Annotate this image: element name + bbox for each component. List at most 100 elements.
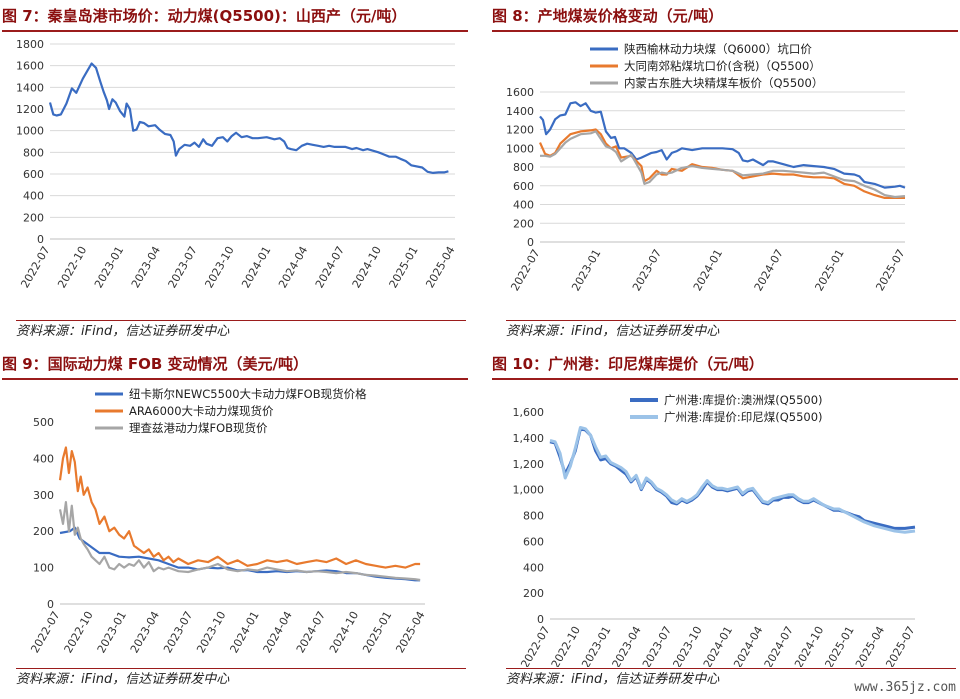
legend-label: 纽卡斯尔NEWC5500大卡动力煤FOB现货价格 [129, 387, 367, 401]
y-tick-label: 600 [513, 180, 534, 193]
y-tick-label: 100 [33, 562, 54, 575]
legend-label: 陕西榆林动力块煤（Q6000）坑口价 [624, 42, 812, 56]
y-tick-label: 0 [537, 613, 544, 626]
x-tick-label: 2025-04 [423, 244, 457, 290]
chart-source: 资料来源：iFind，信达证券研发中心 [16, 320, 466, 343]
x-tick-label: 2024-04 [261, 609, 295, 655]
y-tick-label: 1400 [16, 81, 44, 94]
y-tick-label: 400 [513, 199, 534, 212]
x-tick-label: 2025-01 [387, 244, 421, 290]
y-tick-label: 300 [33, 489, 54, 502]
y-tick-label: 200 [23, 211, 44, 224]
x-tick-label: 2022-07 [28, 609, 62, 655]
x-tick-label: 2024-04 [276, 244, 310, 290]
y-tick-label: 200 [513, 217, 534, 230]
x-tick-label: 2024-01 [701, 624, 735, 667]
x-tick-label: 2023-04 [128, 609, 162, 655]
x-tick-label: 2025-01 [360, 609, 394, 655]
chart-title: 图 7：秦皇岛港市场价：动力煤(Q5500)：山西产（元/吨） [2, 0, 468, 32]
chart-panel-3: 图 9：国际动力煤 FOB 变动情况（美元/吨） 0 100 200 300 400 50… [0, 348, 470, 693]
x-tick-label: 2023-04 [610, 624, 644, 667]
x-tick-label: 2024-10 [327, 609, 361, 655]
y-tick-label: 1200 [506, 124, 534, 137]
y-tick-label: 800 [513, 161, 534, 174]
series-line [540, 130, 906, 199]
y-tick-label: 1,200 [513, 458, 545, 471]
x-tick-label: 2025-01 [823, 624, 857, 667]
y-tick-label: 1400 [506, 105, 534, 118]
line-chart-2: 0 200 400 600 800 1000 1200 1400 1600 2022-07 2023… [506, 42, 908, 293]
x-tick-label: 2024-01 [691, 247, 725, 293]
series-line [549, 426, 916, 534]
x-tick-label: 2025-04 [393, 609, 427, 655]
y-tick-label: 0 [527, 236, 534, 249]
legend-label: 广州港:库提价:印尼煤(Q5500) [664, 410, 823, 424]
x-tick-label: 2024-04 [731, 624, 765, 667]
chart-source: 资料来源：iFind，信达证券研发中心 [506, 668, 956, 691]
x-tick-label: 2023-01 [569, 247, 603, 293]
line-chart-1: 0 200 400 600 800 1000 1200 1400 1600 1800 2022-07… [16, 38, 458, 290]
y-tick-label: 400 [33, 452, 54, 465]
chart-panel-1: 图 7：秦皇岛港市场价：动力煤(Q5500)：山西产（元/吨） 0 200 400 6… [0, 0, 470, 345]
chart-title: 图 8：产地煤炭价格变动（元/吨） [492, 0, 958, 32]
x-tick-label: 2024-07 [313, 244, 347, 290]
x-tick-label: 2024-07 [752, 247, 786, 293]
x-tick-label: 2024-01 [227, 609, 261, 655]
x-tick-label: 2022-10 [62, 609, 96, 655]
series-line [48, 62, 449, 174]
x-tick-label: 2023-07 [630, 247, 664, 293]
chart-source: 资料来源：iFind，信达证券研发中心 [506, 320, 956, 343]
x-tick-label: 2025-01 [813, 247, 847, 293]
x-tick-label: 2023-07 [640, 624, 674, 667]
x-tick-label: 2023-01 [92, 244, 126, 290]
y-tick-label: 200 [33, 525, 54, 538]
series-line [539, 101, 906, 189]
x-tick-label: 2023-10 [194, 609, 228, 655]
y-tick-label: 1200 [16, 103, 44, 116]
x-tick-label: 2024-07 [762, 624, 796, 667]
series-line [538, 128, 905, 199]
x-tick-label: 2022-10 [55, 244, 89, 290]
y-tick-label: 200 [523, 587, 544, 600]
x-tick-label: 2022-10 [549, 624, 583, 667]
series-line [58, 446, 421, 569]
y-tick-label: 1,600 [513, 406, 545, 419]
x-tick-label: 2023-01 [579, 624, 613, 667]
chart-title: 图 9：国际动力煤 FOB 变动情况（美元/吨） [2, 348, 468, 380]
x-tick-label: 2022-07 [508, 247, 542, 293]
y-tick-label: 600 [523, 535, 544, 548]
x-tick-label: 2024-10 [350, 244, 384, 290]
x-tick-label: 2025-07 [883, 624, 917, 667]
y-tick-label: 1000 [506, 142, 534, 155]
x-tick-label: 2024-10 [792, 624, 826, 667]
line-chart-3: 01002003004005002022-072022-102023-01202… [28, 387, 427, 655]
x-tick-label: 2022-07 [18, 244, 52, 290]
legend-label: 大同南郊粘煤坑口价(含税)（Q5500） [624, 59, 821, 73]
series-line [549, 427, 916, 530]
x-tick-label: 2023-07 [161, 609, 195, 655]
chart-source: 资料来源：iFind，信达证券研发中心 [16, 668, 466, 691]
y-tick-label: 800 [23, 146, 44, 159]
chart-panel-2: 图 8：产地煤炭价格变动（元/吨） 0 200 400 600 800 1000 1200 1… [490, 0, 960, 345]
y-tick-label: 400 [23, 190, 44, 203]
x-tick-label: 2024-01 [239, 244, 273, 290]
series-line [59, 526, 421, 582]
x-tick-label: 2023-04 [129, 244, 163, 290]
x-tick-label: 2023-01 [95, 609, 129, 655]
legend-label: 内蒙古东胜大块精煤车板价（Q5500） [624, 76, 823, 90]
chart-panel-4: 图 10：广州港：印尼煤库提价（元/吨） 0 200 400 600 800 1,000 1… [490, 348, 960, 693]
legend-label: 广州港:库提价:澳洲煤(Q5500) [664, 393, 823, 407]
y-tick-label: 1800 [16, 38, 44, 51]
watermark: www.365jz.com [854, 680, 956, 695]
y-tick-label: 600 [23, 168, 44, 181]
x-tick-label: 2023-10 [670, 624, 704, 667]
legend-label: ARA6000大卡动力煤现货价 [129, 404, 274, 418]
x-tick-label: 2025-04 [853, 624, 887, 667]
legend-label: 理查兹港动力煤FOB现货价 [129, 421, 268, 435]
x-tick-label: 2023-10 [202, 244, 236, 290]
y-tick-label: 1000 [16, 125, 44, 138]
x-tick-label: 2025-07 [873, 247, 907, 293]
x-tick-label: 2022-07 [518, 624, 552, 667]
y-tick-label: 1600 [506, 86, 534, 99]
x-tick-label: 2024-07 [294, 609, 328, 655]
